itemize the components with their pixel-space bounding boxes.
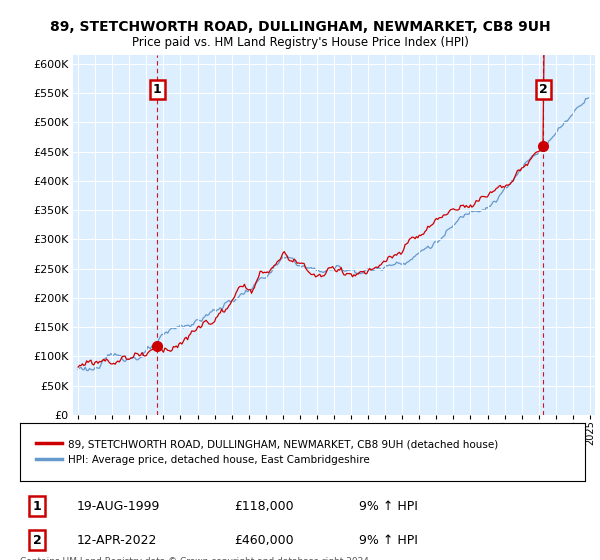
Text: 1: 1	[153, 83, 161, 96]
Text: £118,000: £118,000	[235, 500, 295, 512]
Legend: 89, STETCHWORTH ROAD, DULLINGHAM, NEWMARKET, CB8 9UH (detached house), HPI: Aver: 89, STETCHWORTH ROAD, DULLINGHAM, NEWMAR…	[31, 434, 504, 470]
Text: 1: 1	[32, 500, 41, 512]
Text: 9% ↑ HPI: 9% ↑ HPI	[359, 534, 418, 547]
Text: 9% ↑ HPI: 9% ↑ HPI	[359, 500, 418, 512]
Text: Price paid vs. HM Land Registry's House Price Index (HPI): Price paid vs. HM Land Registry's House …	[131, 36, 469, 49]
Text: 2: 2	[539, 83, 548, 96]
Text: Contains HM Land Registry data © Crown copyright and database right 2024.
This d: Contains HM Land Registry data © Crown c…	[20, 557, 372, 560]
Text: £460,000: £460,000	[235, 534, 295, 547]
Text: 19-AUG-1999: 19-AUG-1999	[77, 500, 160, 512]
Text: 2: 2	[32, 534, 41, 547]
Text: 89, STETCHWORTH ROAD, DULLINGHAM, NEWMARKET, CB8 9UH: 89, STETCHWORTH ROAD, DULLINGHAM, NEWMAR…	[50, 20, 550, 34]
Text: 12-APR-2022: 12-APR-2022	[77, 534, 157, 547]
